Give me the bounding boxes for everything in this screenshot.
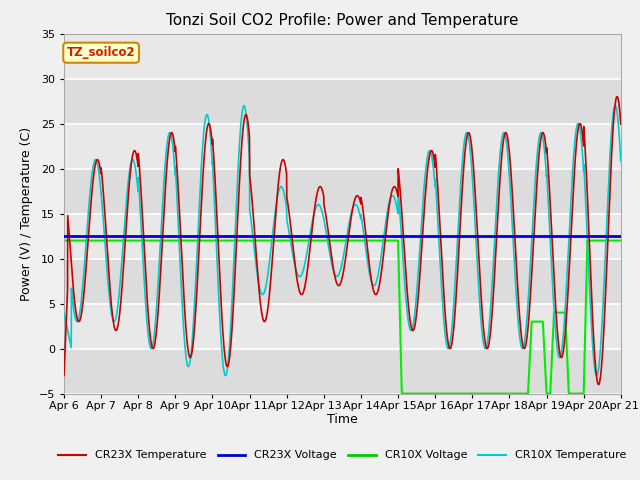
- Bar: [64, 214, 621, 259]
- Text: TZ_soilco2: TZ_soilco2: [67, 46, 136, 59]
- Title: Tonzi Soil CO2 Profile: Power and Temperature: Tonzi Soil CO2 Profile: Power and Temper…: [166, 13, 518, 28]
- X-axis label: Time: Time: [327, 413, 358, 426]
- Y-axis label: Power (V) / Temperature (C): Power (V) / Temperature (C): [20, 127, 33, 300]
- Bar: [64, 34, 621, 79]
- Bar: [64, 303, 621, 348]
- Bar: [64, 348, 621, 394]
- Bar: [64, 259, 621, 303]
- Bar: [64, 79, 621, 123]
- Bar: [64, 123, 621, 168]
- Bar: [64, 168, 621, 214]
- Legend: CR23X Temperature, CR23X Voltage, CR10X Voltage, CR10X Temperature: CR23X Temperature, CR23X Voltage, CR10X …: [54, 446, 631, 465]
